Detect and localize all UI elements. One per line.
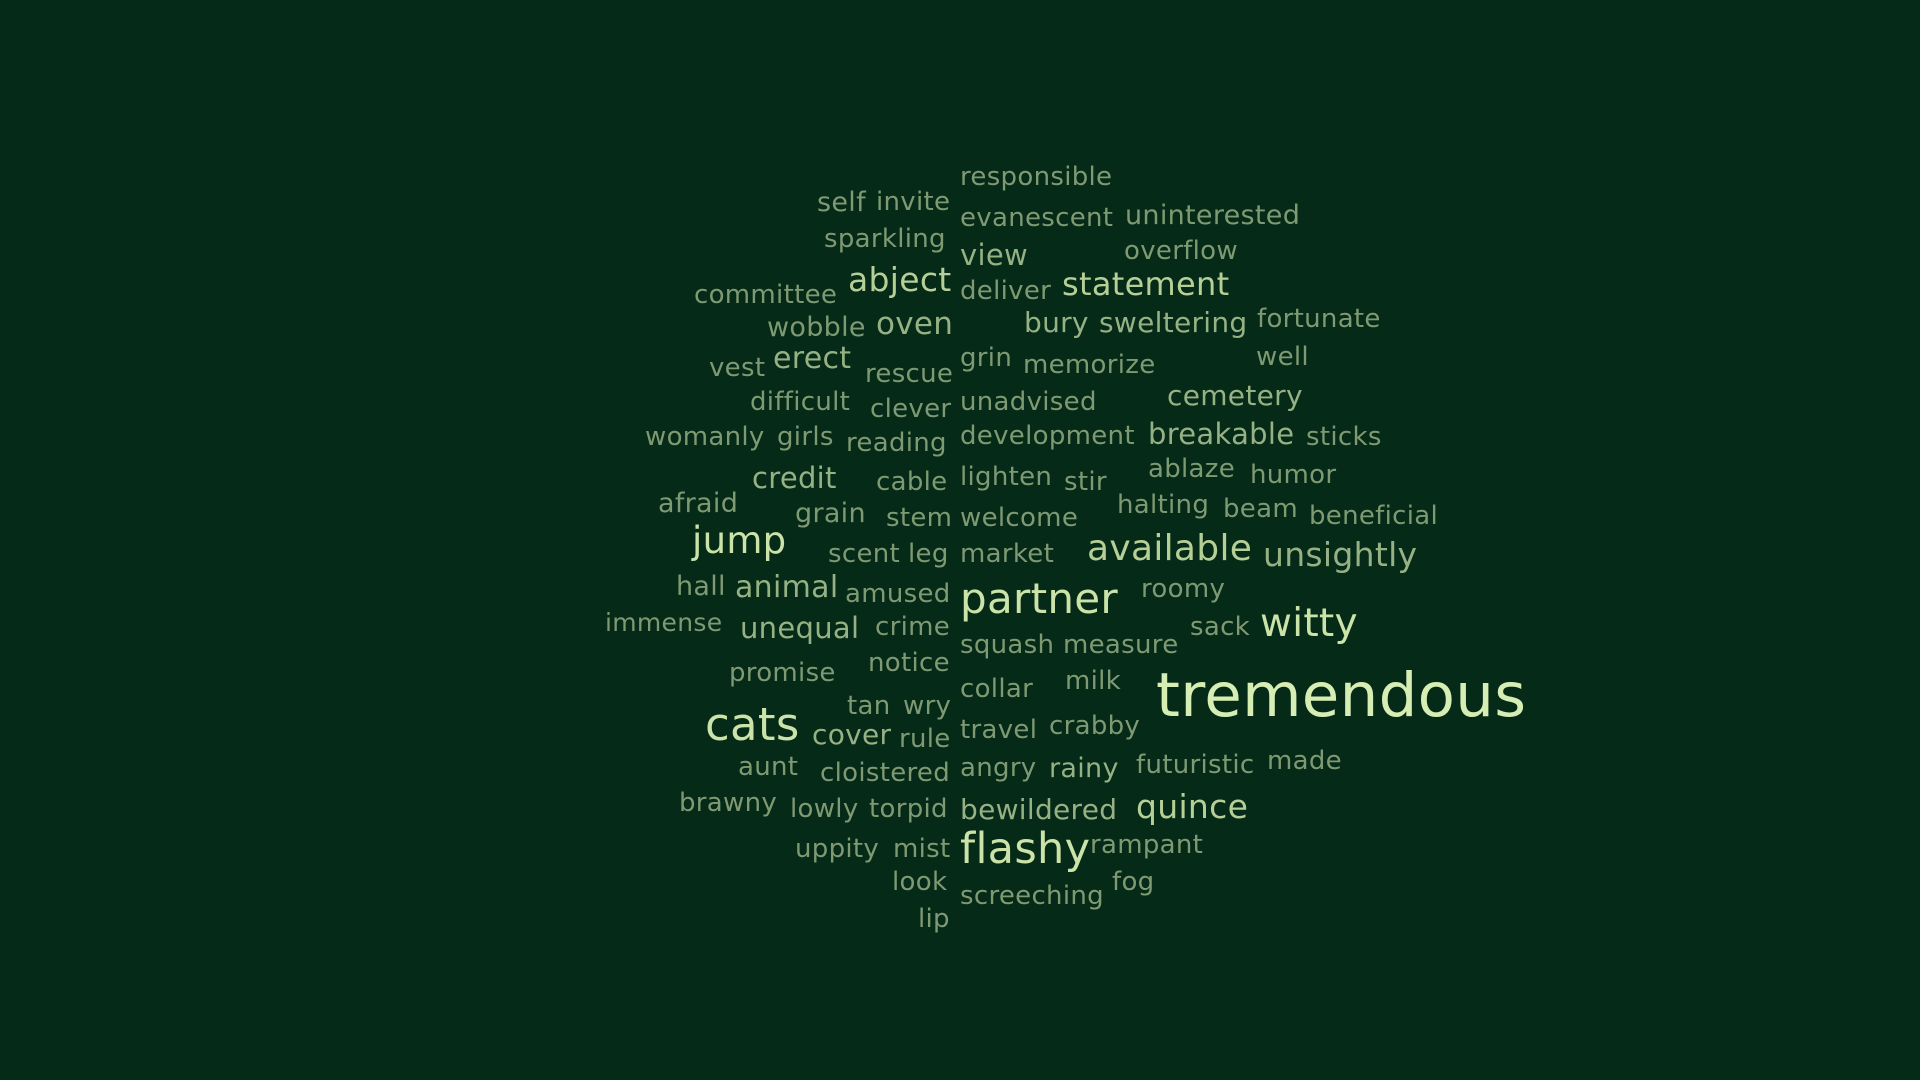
word-afraid: afraid <box>658 488 739 519</box>
word-stem: stem <box>886 503 953 533</box>
word-quince: quince <box>1136 787 1249 826</box>
word-market: market <box>960 539 1055 569</box>
word-lowly: lowly <box>790 794 859 824</box>
word-measure: measure <box>1063 630 1179 660</box>
word-womanly: womanly <box>645 422 765 452</box>
word-brawny: brawny <box>679 788 778 818</box>
word-sticks: sticks <box>1306 422 1382 452</box>
word-roomy: roomy <box>1141 574 1226 604</box>
word-sparkling: sparkling <box>824 224 946 254</box>
word-vest: vest <box>709 353 766 383</box>
word-credit: credit <box>752 461 837 495</box>
word-unsightly: unsightly <box>1263 535 1418 574</box>
word-torpid: torpid <box>869 794 948 824</box>
word-tremendous: tremendous <box>1156 660 1527 731</box>
word-squash: squash <box>960 630 1055 660</box>
word-welcome: welcome <box>960 503 1079 533</box>
word-scent: scent <box>828 539 901 569</box>
word-made: made <box>1267 746 1342 776</box>
word-ablaze: ablaze <box>1148 454 1236 484</box>
word-cover: cover <box>812 718 892 751</box>
word-lip: lip <box>918 904 950 934</box>
word-collar: collar <box>960 674 1034 704</box>
word-view: view <box>960 238 1028 272</box>
word-memorize: memorize <box>1023 350 1156 380</box>
word-statement: statement <box>1062 265 1230 303</box>
word-hall: hall <box>676 571 726 602</box>
word-wry: wry <box>903 691 952 721</box>
word-evanescent: evanescent <box>960 203 1114 233</box>
word-overflow: overflow <box>1124 236 1238 266</box>
word-rescue: rescue <box>865 359 954 389</box>
word-travel: travel <box>960 715 1038 745</box>
word-crime: crime <box>875 612 951 642</box>
word-cemetery: cemetery <box>1167 379 1303 412</box>
word-promise: promise <box>729 658 836 688</box>
word-responsible: responsible <box>960 162 1113 192</box>
word-lighten: lighten <box>960 462 1053 492</box>
word-deliver: deliver <box>960 276 1052 306</box>
word-rainy: rainy <box>1049 753 1119 784</box>
word-screeching: screeching <box>960 881 1104 911</box>
word-milk: milk <box>1065 666 1122 696</box>
word-invite: invite <box>876 187 951 217</box>
word-leg: leg <box>908 539 949 569</box>
word-partner: partner <box>960 574 1118 623</box>
word-halting: halting <box>1117 490 1210 520</box>
word-jump: jump <box>692 519 787 562</box>
word-look: look <box>892 867 948 897</box>
word-tan: tan <box>847 691 891 721</box>
word-uninterested: uninterested <box>1125 200 1301 231</box>
word-erect: erect <box>773 341 852 376</box>
word-rampant: rampant <box>1090 830 1204 860</box>
word-aunt: aunt <box>738 752 799 782</box>
word-humor: humor <box>1250 460 1337 490</box>
word-wobble: wobble <box>767 312 866 343</box>
word-clever: clever <box>870 394 952 424</box>
word-grain: grain <box>795 498 866 529</box>
word-amused: amused <box>845 579 951 609</box>
word-angry: angry <box>960 753 1037 783</box>
word-abject: abject <box>848 260 952 299</box>
word-animal: animal <box>735 570 839 605</box>
word-stir: stir <box>1064 467 1107 497</box>
word-cable: cable <box>876 467 948 497</box>
word-committee: committee <box>694 280 838 310</box>
word-girls: girls <box>777 422 834 452</box>
word-breakable: breakable <box>1148 417 1295 451</box>
word-sack: sack <box>1190 612 1251 642</box>
word-futuristic: futuristic <box>1136 750 1255 780</box>
word-well: well <box>1256 342 1309 372</box>
word-development: development <box>960 421 1135 451</box>
word-notice: notice <box>868 648 950 678</box>
word-uppity: uppity <box>795 834 880 864</box>
word-witty: witty <box>1260 601 1358 646</box>
word-reading: reading <box>846 428 947 458</box>
word-crabby: crabby <box>1049 711 1141 741</box>
word-rule: rule <box>899 724 951 754</box>
word-beneficial: beneficial <box>1309 501 1439 531</box>
word-mist: mist <box>893 834 951 864</box>
word-grin: grin <box>960 343 1013 373</box>
word-fog: fog <box>1112 867 1155 897</box>
word-unequal: unequal <box>740 611 860 645</box>
word-cats: cats <box>705 698 800 751</box>
word-sweltering: sweltering <box>1099 306 1248 339</box>
word-difficult: difficult <box>750 387 851 417</box>
word-self: self <box>817 187 866 218</box>
word-beam: beam <box>1223 494 1298 524</box>
word-fortunate: fortunate <box>1257 304 1381 334</box>
word-flashy: flashy <box>960 824 1091 874</box>
word-available: available <box>1087 528 1253 569</box>
word-cloistered: cloistered <box>820 758 951 788</box>
word-bury: bury <box>1024 306 1089 339</box>
word-immense: immense <box>605 608 723 637</box>
word-oven: oven <box>876 306 954 342</box>
word-unadvised: unadvised <box>960 387 1097 417</box>
word-bewildered: bewildered <box>960 793 1118 826</box>
